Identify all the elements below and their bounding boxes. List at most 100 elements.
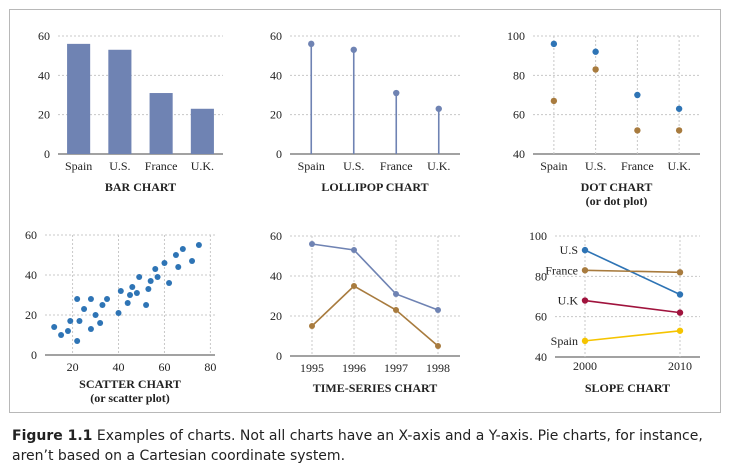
slope-title: SLOPE CHART: [585, 381, 670, 395]
scatter-xtick-3: 80: [204, 360, 216, 374]
timeseries-xtick-1: 1996: [342, 361, 366, 375]
dot-chart: 40 60 80 100 Spain U.S. France U.K. DOT CHART(or…: [507, 29, 700, 208]
lollipop-head-1: [350, 46, 357, 53]
lollipop-head-2: [393, 89, 400, 97]
timeseries-title: TIME-SERIES CHART: [313, 381, 438, 395]
scatter-point-26: [161, 260, 168, 266]
scatter-point-28: [172, 252, 179, 258]
lollipop-ytick-3: 60: [270, 29, 282, 43]
timeseries-point-s0-2: [393, 291, 399, 297]
timeseries-line-1: [311, 285, 439, 347]
bar-ytick-0: 0: [44, 147, 50, 161]
scatter-ytick-0: 0: [31, 348, 37, 362]
bar-us: [108, 49, 132, 155]
timeseries-line-0: [311, 243, 439, 311]
slope-line-3: [584, 329, 681, 342]
bar-chart: 0 20 40 60 Spain U.S. France U.K. BAR CHART: [38, 29, 223, 194]
bar-ytick-1: 20: [38, 108, 50, 122]
timeseries-point-s1-1: [351, 283, 357, 289]
lollipop-ytick-2: 40: [270, 68, 282, 82]
caption-text: Examples of charts. Not all charts have …: [12, 428, 703, 464]
scatter-point-1: [58, 332, 65, 338]
dot-ytick-2: 80: [513, 68, 525, 82]
scatter-point-10: [92, 312, 99, 318]
bar-ytick-3: 60: [38, 29, 50, 43]
timeseries-point-s1-3: [435, 343, 441, 349]
slope-point-start-1: [581, 267, 589, 274]
scatter-point-14: [115, 310, 122, 316]
bar-xtick-0: Spain: [65, 159, 92, 173]
slope-point-start-0: [581, 246, 589, 254]
dot-point-s0-0: [550, 40, 558, 48]
lollipop-xtick-1: U.S.: [343, 159, 364, 173]
scatter-point-32: [195, 242, 202, 248]
slope-series-label-1: France: [545, 263, 578, 277]
scatter-point-25: [154, 274, 161, 280]
scatter-point-19: [133, 290, 140, 296]
dot-point-s1-0: [550, 97, 558, 105]
slope-series-label-3: Spain: [551, 334, 578, 348]
scatter-point-4: [74, 338, 81, 344]
scatter-point-15: [117, 288, 124, 294]
slope-ytick-2: 80: [535, 269, 547, 283]
scatter-point-22: [145, 286, 152, 292]
bar-title: BAR CHART: [105, 180, 176, 194]
slope-ytick-0: 40: [535, 350, 547, 364]
dot-xtick-2: France: [621, 159, 654, 173]
timeseries-point-s1-2: [393, 307, 399, 313]
timeseries-point-s1-0: [309, 323, 315, 329]
scatter-point-7: [81, 306, 88, 312]
slope-series-label-2: U.K: [558, 294, 579, 308]
slope-point-end-2: [676, 309, 684, 316]
slope-xtick-1: 2010: [668, 359, 692, 373]
timeseries-point-s0-3: [435, 307, 441, 313]
bar-uk: [190, 108, 214, 154]
scatter-point-18: [129, 284, 136, 290]
scatter-point-30: [179, 246, 186, 252]
timeseries-point-s0-0: [309, 241, 315, 247]
timeseries-xtick-3: 1998: [426, 361, 450, 375]
slope-series-label-0: U.S: [560, 243, 578, 257]
timeseries-ytick-1: 20: [270, 309, 282, 323]
scatter-point-23: [147, 278, 154, 284]
scatter-title: SCATTER CHART: [79, 377, 181, 391]
scatter-point-3: [67, 318, 74, 324]
slope-line-1: [584, 269, 681, 274]
timeseries-ytick-0: 0: [276, 349, 282, 363]
scatter-point-0: [51, 324, 58, 330]
slope-line-0: [584, 249, 681, 296]
caption-label: Figure 1.1: [12, 428, 93, 444]
scatter-ytick-3: 60: [25, 228, 37, 242]
timeseries-ytick-3: 60: [270, 229, 282, 243]
lollipop-head-3: [435, 105, 442, 112]
scatter-point-11: [97, 320, 104, 326]
scatter-subtitle: (or scatter plot): [90, 391, 170, 405]
scatter-point-2: [64, 328, 71, 334]
scatter-point-12: [99, 302, 106, 308]
dot-point-s0-1: [592, 48, 599, 55]
dot-xtick-3: U.K.: [667, 159, 690, 173]
dot-point-s1-2: [634, 127, 641, 134]
scatter-ytick-2: 40: [25, 268, 37, 282]
dot-point-s1-3: [675, 127, 683, 134]
scatter-xtick-1: 40: [113, 360, 125, 374]
dot-xtick-0: Spain: [540, 159, 567, 173]
scatter-point-27: [166, 280, 173, 286]
bar-xtick-3: U.K.: [191, 159, 214, 173]
dot-subtitle: (or dot plot): [586, 194, 648, 208]
slope-ytick-1: 60: [535, 310, 547, 324]
bar-spain: [67, 43, 91, 154]
lollipop-head-0: [308, 40, 315, 48]
slope-point-end-1: [676, 269, 684, 276]
scatter-point-31: [189, 258, 196, 264]
scatter-chart: 0 20 40 60 20 40 60 80 SCATTER CHART(or scatter …: [25, 228, 216, 405]
slope-xtick-0: 2000: [573, 359, 597, 373]
scatter-xtick-0: 20: [67, 360, 79, 374]
bar-xtick-2: France: [145, 159, 178, 173]
slope-chart: 40 60 80 100 2000 2010 U.S France U.K Spain SLOPE …: [529, 229, 700, 395]
slope-ytick-3: 100: [529, 229, 547, 243]
timeseries-xtick-2: 1997: [384, 361, 408, 375]
timeseries-ytick-2: 40: [270, 269, 282, 283]
scatter-point-9: [87, 326, 94, 332]
